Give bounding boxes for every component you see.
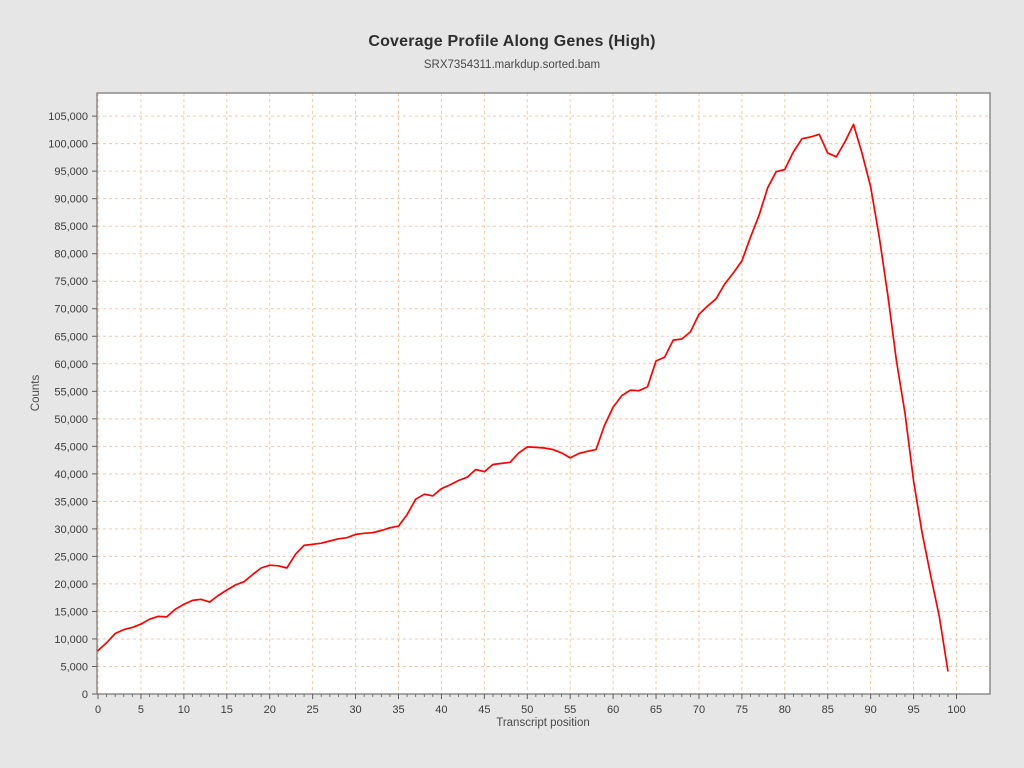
y-tick-label: 15,000: [54, 606, 88, 618]
x-tick-label: 40: [435, 704, 447, 716]
y-tick-label: 5,000: [60, 661, 88, 673]
y-tick-label: 55,000: [54, 386, 88, 398]
y-tick-label: 80,000: [54, 249, 88, 261]
x-tick-label: 95: [907, 704, 919, 716]
chart-subtitle: SRX7354311.markdup.sorted.bam: [423, 59, 601, 71]
x-tick-label: 15: [221, 704, 233, 716]
y-tick-label: 65,000: [54, 331, 88, 343]
x-tick-label: 70: [693, 704, 705, 716]
x-tick-label: 20: [264, 704, 276, 716]
x-tick-label: 10: [178, 704, 190, 716]
y-tick-label: 0: [82, 689, 88, 701]
x-tick-label: 100: [947, 704, 965, 716]
y-tick-label: 70,000: [54, 304, 88, 316]
x-axis-label: Transcript position: [496, 717, 590, 729]
y-tick-label: 105,000: [48, 111, 88, 123]
plot-border: [96, 92, 991, 695]
x-tick-label: 45: [478, 704, 490, 716]
x-tick-label: 35: [392, 704, 404, 716]
y-tick-label: 20,000: [54, 579, 88, 591]
y-tick-label: 30,000: [54, 524, 88, 536]
x-tick-label: 5: [138, 704, 144, 716]
x-tick-label: 0: [95, 704, 101, 716]
x-tick-label: 90: [865, 704, 877, 716]
plot-area: [97, 93, 990, 694]
y-tick-label: 95,000: [54, 166, 88, 178]
y-tick-label: 45,000: [54, 441, 88, 453]
y-tick-label: 85,000: [54, 221, 88, 233]
x-tick-label: 30: [349, 704, 361, 716]
y-tick-label: 75,000: [54, 276, 88, 288]
x-tick-label: 85: [822, 704, 834, 716]
x-tick-label: 55: [564, 704, 576, 716]
chart-title: Coverage Profile Along Genes (High): [368, 33, 656, 50]
x-tick-label: 60: [607, 704, 619, 716]
x-tick-label: 50: [521, 704, 533, 716]
y-tick-label: 60,000: [54, 359, 88, 371]
y-tick-label: 90,000: [54, 194, 88, 206]
y-tick-label: 40,000: [54, 469, 88, 481]
y-tick-label: 35,000: [54, 496, 88, 508]
y-tick-label: 50,000: [54, 414, 88, 426]
coverage-series-line: [97, 123, 949, 672]
x-tick-label: 75: [736, 704, 748, 716]
y-tick-label: 10,000: [54, 634, 88, 646]
y-axis-label: Counts: [30, 374, 42, 412]
y-tick-label: 100,000: [48, 139, 88, 151]
x-tick-label: 65: [650, 704, 662, 716]
x-tick-label: 80: [779, 704, 791, 716]
x-tick-label: 25: [307, 704, 319, 716]
y-tick-label: 25,000: [54, 551, 88, 563]
